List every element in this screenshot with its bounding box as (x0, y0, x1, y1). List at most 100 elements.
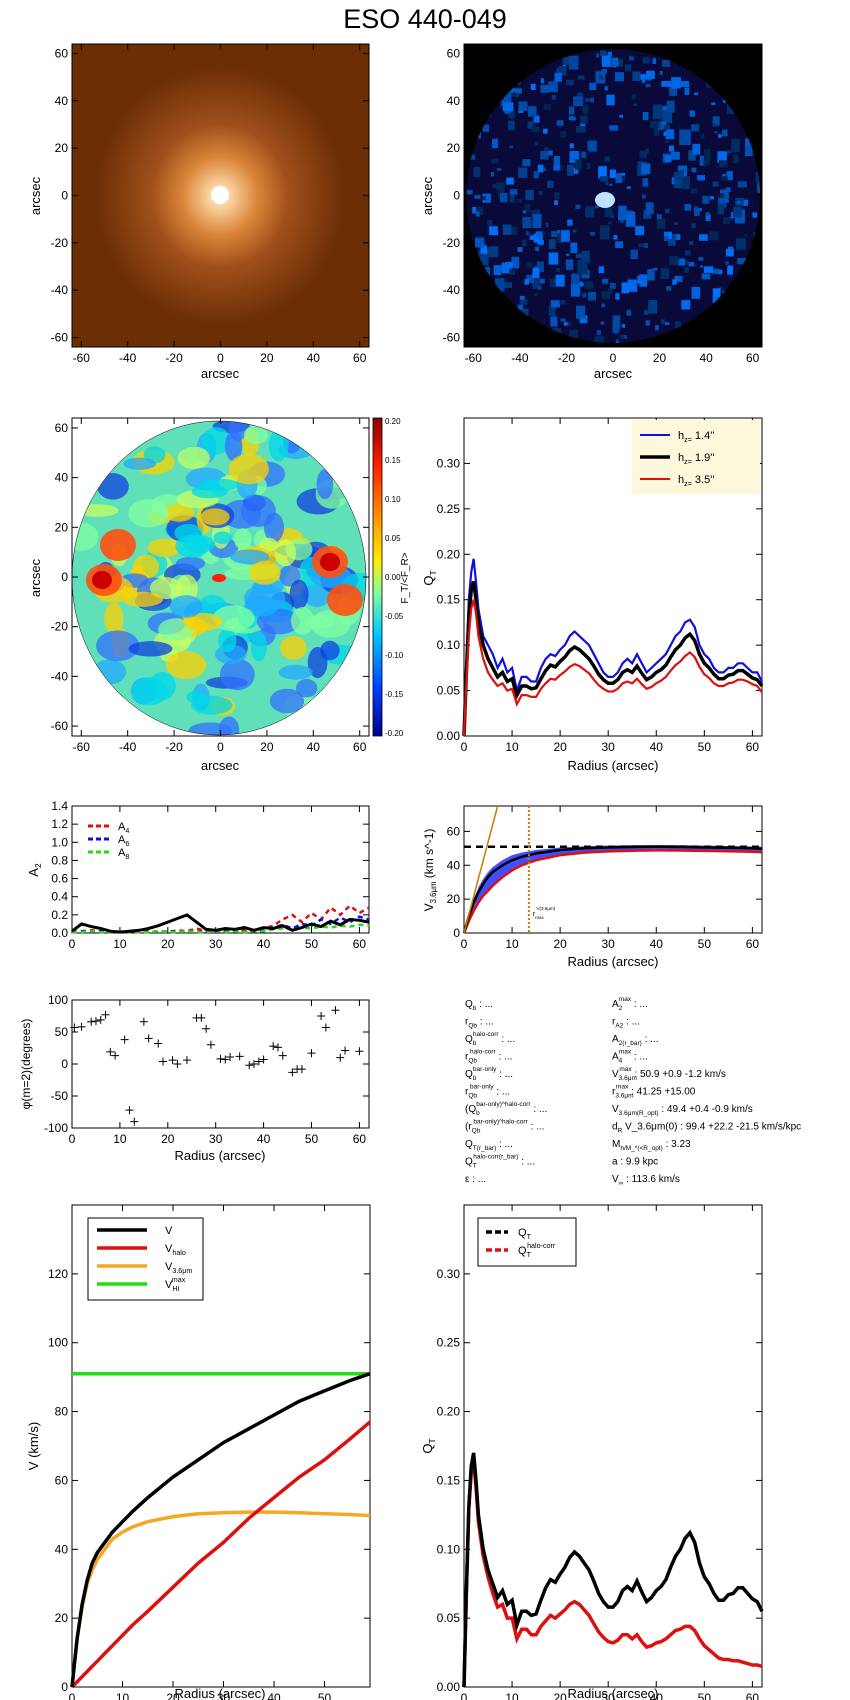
residual-speck (684, 267, 689, 273)
residual-speck (558, 66, 567, 76)
qt-xtick-label: 50 (698, 740, 712, 754)
img1-ytick-label: -20 (51, 236, 69, 250)
phi-point (197, 1013, 206, 1022)
residual-speck (661, 319, 665, 325)
rot-axes: 0 10 20 30 40 50 0 20 40 60 80 100 120 (48, 1204, 371, 1700)
qtcomp-xtick-label: 10 (505, 1691, 519, 1700)
residual-speck (517, 247, 523, 252)
img1-xtick-label: 0 (217, 351, 224, 365)
residual-speck (572, 229, 577, 233)
img1-ytick-label: 40 (55, 94, 69, 108)
phi-ytick-label: 100 (48, 993, 68, 1007)
residual-speck (717, 204, 725, 215)
residual-speck (575, 204, 581, 209)
phi-xtick-label: 60 (353, 1132, 367, 1146)
residual-speck (722, 217, 730, 225)
residual-speck (626, 309, 632, 316)
residual-speck (720, 176, 727, 181)
residual-speck (681, 300, 691, 310)
residual-speck (694, 207, 700, 217)
residual-speck (490, 172, 494, 177)
residual-speck (648, 300, 658, 314)
residual-speck (598, 266, 605, 274)
residual-speck (732, 154, 739, 164)
force-blob (278, 664, 313, 680)
residual-speck (731, 139, 741, 153)
rot-frame (71, 1204, 371, 1688)
phi-point (130, 1117, 139, 1126)
residual-speck (585, 206, 595, 218)
table-right-row: A2max : ... (612, 996, 648, 1012)
residual-speck (524, 278, 529, 285)
table-right-row: Mh/M_*(<R_opt) : 3.23 (612, 1139, 691, 1152)
force-ylabel: arcsec (28, 558, 43, 597)
a2-axes: 0 10 20 30 40 50 60 0.0 0.2 0.4 0.6 0.8 1.0 1.2 1.4 (51, 799, 370, 951)
table-left-row: QT(r_bar) : ... (465, 1139, 513, 1152)
force-colorbar-tick: 0.05 (385, 534, 401, 543)
residual-speck (493, 265, 502, 276)
residual-speck (548, 305, 556, 316)
phi-point (216, 1054, 225, 1063)
residual-speck (664, 208, 670, 214)
phi-point (168, 1056, 177, 1065)
qt-xtick-label: 60 (746, 740, 760, 754)
residual-speck (699, 155, 707, 166)
residual-speck (615, 342, 621, 343)
residual-speck (662, 60, 671, 67)
residual-speck (556, 68, 560, 73)
vel-xtick-label: 20 (553, 937, 567, 951)
a2-xtick-label: 20 (161, 937, 175, 951)
force-blob (218, 628, 237, 653)
residual-speck (570, 283, 581, 297)
rot-ytick-label: 120 (48, 1267, 68, 1281)
qt-legend-label: hz= 1.4'' (678, 430, 714, 444)
residual-speck (719, 193, 725, 199)
force-blob (191, 695, 233, 715)
qt-ytick-label: 0.30 (437, 456, 461, 470)
residual-speck (698, 257, 704, 261)
residual-speck (719, 160, 728, 168)
qt-xtick-label: 40 (650, 740, 664, 754)
residual-speck (691, 124, 700, 132)
residual-speck (495, 278, 505, 292)
residual-speck (675, 234, 681, 240)
residual-speck (691, 223, 696, 229)
phi-point (96, 1015, 105, 1024)
qtcomp-ytick-label: 0.20 (437, 1405, 461, 1419)
qtcomp-xtick-label: 30 (602, 1691, 616, 1700)
residual-speck (522, 210, 527, 214)
residual-speck (598, 166, 607, 179)
force-blob (243, 425, 269, 445)
residual-speck (530, 210, 539, 216)
residual-speck (502, 282, 513, 288)
residual-speck (644, 243, 649, 249)
residual-speck (527, 121, 534, 129)
force-blob (233, 528, 252, 550)
residual-speck (666, 100, 675, 113)
force-blob (212, 605, 255, 632)
phi-point (91, 1017, 100, 1026)
qtcomp-ytick-label: 0.00 (437, 1680, 461, 1694)
img2-xtick-label: 40 (699, 351, 713, 365)
qt-ytick-label: 0.10 (437, 638, 461, 652)
residual-speck (755, 172, 760, 183)
force-map-pattern (72, 421, 366, 735)
force-blob (200, 508, 230, 526)
a2-legend-label: A8 (118, 847, 129, 861)
residual-speck (670, 151, 680, 160)
residual-speck (544, 147, 549, 151)
residual-speck (624, 64, 632, 72)
vel-line-lower (462, 849, 763, 934)
force-blob (218, 716, 240, 735)
force-blob (97, 473, 129, 500)
residual-speck (496, 168, 502, 171)
residual-speck (625, 211, 636, 227)
force-ytick-label: -60 (51, 719, 69, 733)
residual-speck (667, 233, 676, 246)
residual-speck (601, 69, 608, 74)
residual-speck (532, 214, 542, 229)
residual-speck (737, 181, 747, 188)
residual-speck (641, 80, 646, 83)
force-colorbar-tick: 0.15 (385, 456, 401, 465)
residual-speck (663, 124, 670, 130)
